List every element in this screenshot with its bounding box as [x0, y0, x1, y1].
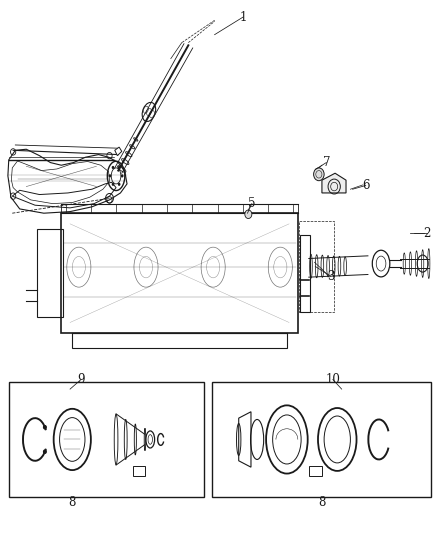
- Text: 3: 3: [327, 270, 335, 282]
- Text: 8: 8: [69, 496, 76, 509]
- Text: 8: 8: [318, 496, 325, 509]
- Text: 6: 6: [362, 179, 370, 192]
- Circle shape: [112, 183, 114, 186]
- Polygon shape: [322, 173, 346, 193]
- Circle shape: [112, 166, 114, 169]
- Text: 5: 5: [248, 197, 256, 210]
- Text: 2: 2: [424, 227, 431, 240]
- Circle shape: [118, 183, 120, 186]
- Circle shape: [44, 450, 46, 453]
- Circle shape: [109, 174, 111, 177]
- Bar: [61, 213, 298, 333]
- Bar: [72, 333, 287, 348]
- Circle shape: [118, 166, 120, 169]
- Text: 1: 1: [240, 11, 247, 23]
- Polygon shape: [115, 147, 122, 156]
- Bar: [37, 229, 63, 317]
- Circle shape: [121, 174, 124, 177]
- Bar: [299, 221, 334, 312]
- Circle shape: [44, 426, 46, 429]
- Text: 7: 7: [322, 156, 330, 169]
- Bar: [309, 466, 322, 476]
- Circle shape: [245, 210, 252, 219]
- Bar: [9, 382, 204, 497]
- Text: 9: 9: [77, 373, 85, 386]
- Bar: [212, 382, 431, 497]
- Circle shape: [314, 168, 324, 181]
- Text: 10: 10: [325, 373, 340, 386]
- Bar: [300, 235, 310, 312]
- Bar: [133, 466, 145, 476]
